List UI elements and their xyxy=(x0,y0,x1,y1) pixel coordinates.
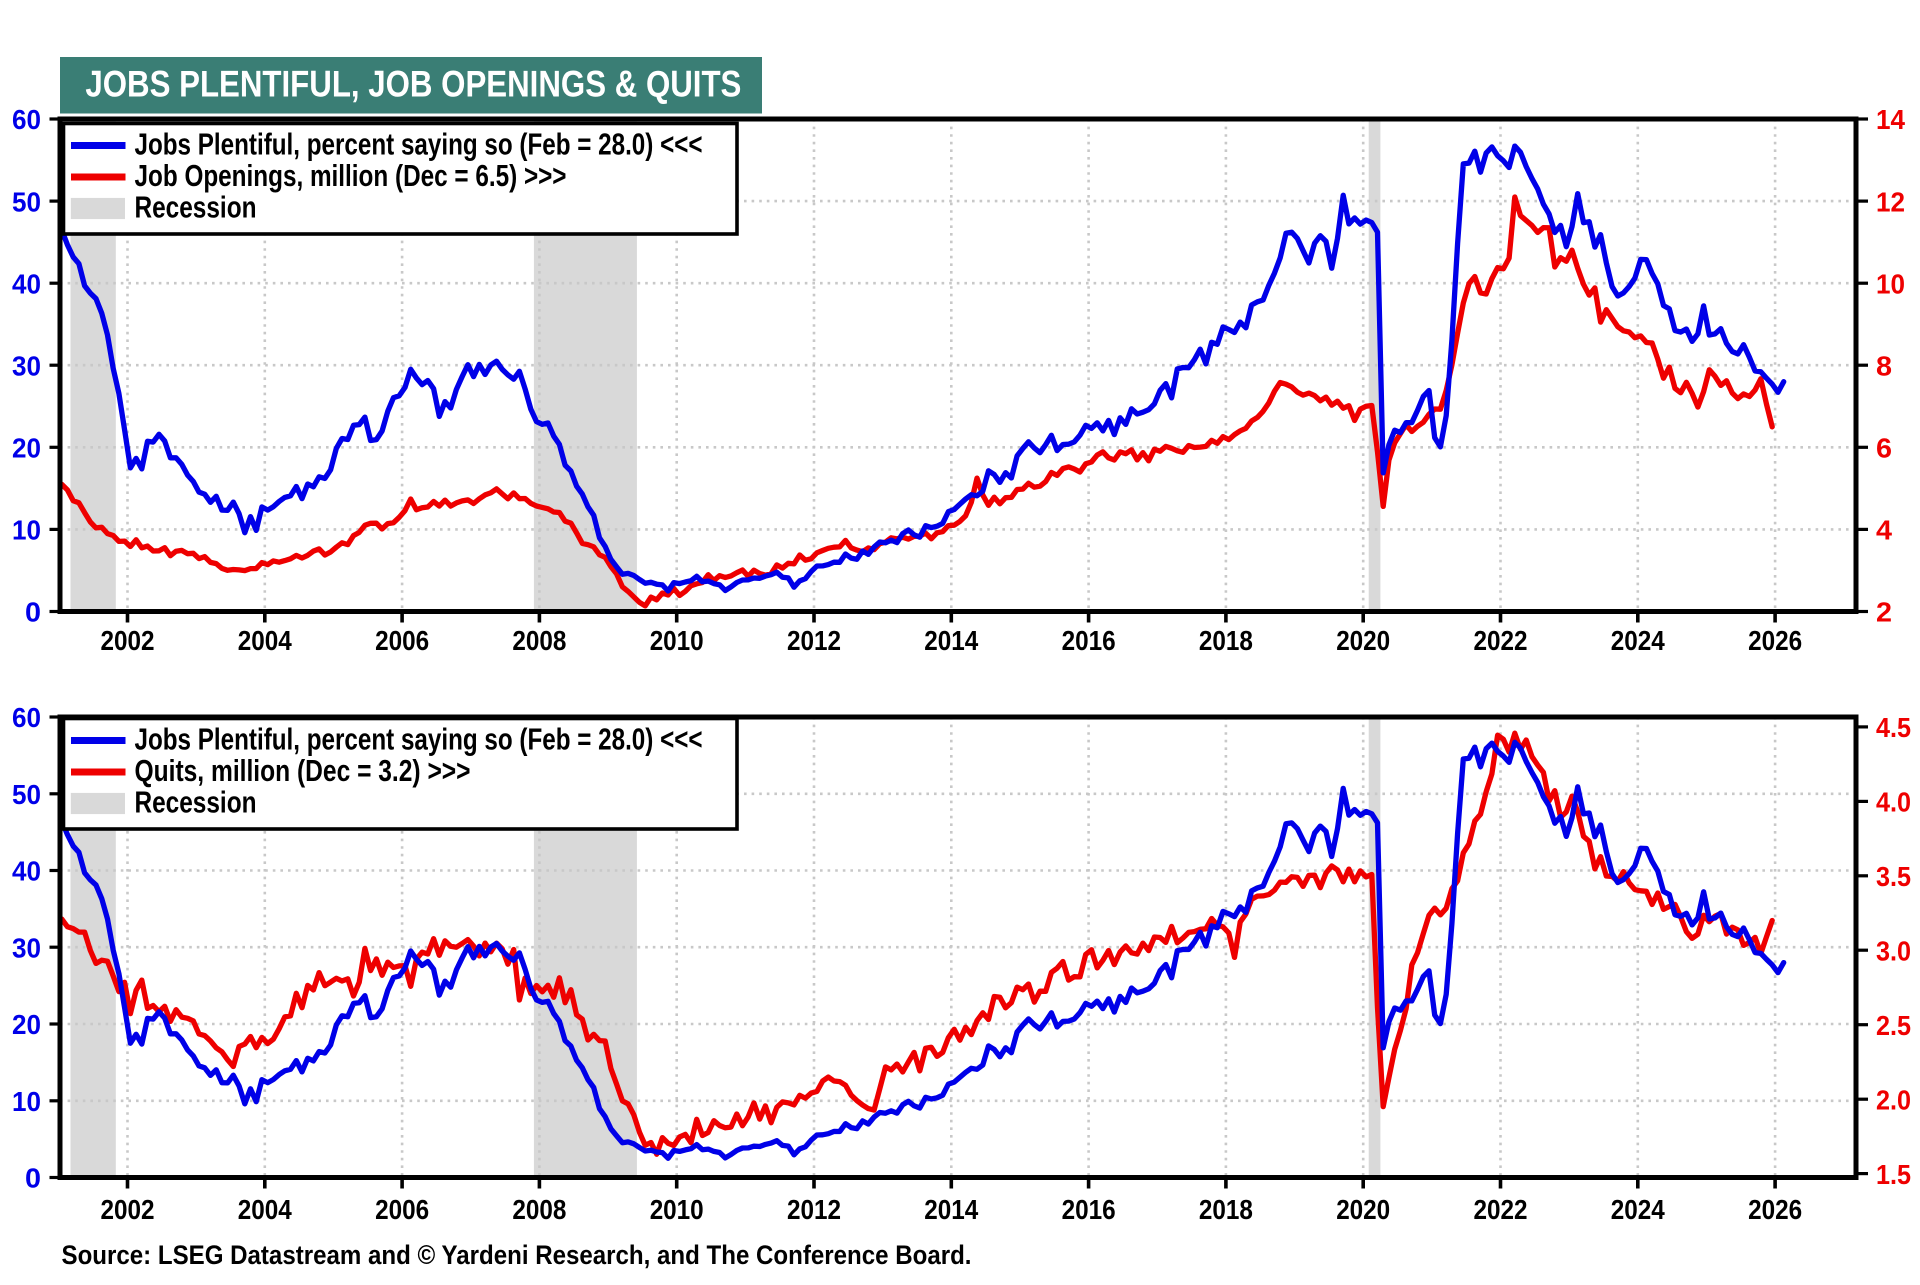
svg-text:JOBS PLENTIFUL, JOB OPENINGS &: JOBS PLENTIFUL, JOB OPENINGS & QUITS xyxy=(85,64,741,105)
svg-text:2024: 2024 xyxy=(1611,625,1665,656)
svg-text:1.5: 1.5 xyxy=(1876,1159,1911,1190)
svg-text:20: 20 xyxy=(12,433,41,464)
svg-text:2026: 2026 xyxy=(1748,1194,1802,1225)
svg-text:10: 10 xyxy=(12,1086,41,1117)
svg-text:2020: 2020 xyxy=(1336,1194,1390,1225)
svg-text:3.5: 3.5 xyxy=(1876,861,1911,892)
svg-text:2004: 2004 xyxy=(238,625,292,656)
svg-text:2022: 2022 xyxy=(1474,625,1528,656)
svg-text:2.5: 2.5 xyxy=(1876,1010,1911,1041)
svg-text:2016: 2016 xyxy=(1062,1194,1116,1225)
svg-text:30: 30 xyxy=(12,933,41,964)
svg-text:Jobs Plentiful, percent saying: Jobs Plentiful, percent saying so (Feb =… xyxy=(135,723,703,757)
svg-text:30: 30 xyxy=(12,350,41,381)
svg-text:2014: 2014 xyxy=(924,1194,978,1225)
svg-text:2: 2 xyxy=(1876,597,1892,628)
svg-text:40: 40 xyxy=(12,856,41,887)
svg-text:12: 12 xyxy=(1876,186,1905,217)
svg-text:60: 60 xyxy=(12,104,41,135)
svg-text:2026: 2026 xyxy=(1748,625,1802,656)
svg-text:0: 0 xyxy=(25,597,41,628)
svg-text:10: 10 xyxy=(1876,268,1905,299)
svg-text:60: 60 xyxy=(12,702,41,733)
svg-text:2004: 2004 xyxy=(238,1194,292,1225)
svg-text:2016: 2016 xyxy=(1062,625,1116,656)
svg-text:2012: 2012 xyxy=(787,625,841,656)
svg-text:0: 0 xyxy=(25,1163,41,1194)
svg-text:2012: 2012 xyxy=(787,1194,841,1225)
svg-text:2014: 2014 xyxy=(924,625,978,656)
svg-text:6: 6 xyxy=(1876,433,1892,464)
svg-text:2022: 2022 xyxy=(1474,1194,1528,1225)
svg-text:4.0: 4.0 xyxy=(1876,787,1911,818)
svg-text:2002: 2002 xyxy=(101,1194,155,1225)
svg-text:20: 20 xyxy=(12,1009,41,1040)
svg-text:3.0: 3.0 xyxy=(1876,936,1911,967)
svg-text:Source: LSEG Datastream and ©: Source: LSEG Datastream and © Yardeni Re… xyxy=(62,1240,972,1270)
svg-text:Recession: Recession xyxy=(135,191,257,225)
svg-text:2008: 2008 xyxy=(512,625,566,656)
svg-text:40: 40 xyxy=(12,268,41,299)
svg-text:2024: 2024 xyxy=(1611,1194,1665,1225)
svg-text:2010: 2010 xyxy=(650,1194,704,1225)
svg-text:10: 10 xyxy=(12,515,41,546)
svg-text:2010: 2010 xyxy=(650,625,704,656)
svg-text:50: 50 xyxy=(12,779,41,810)
svg-text:8: 8 xyxy=(1876,350,1892,381)
svg-text:Job Openings, million (Dec = 6: Job Openings, million (Dec = 6.5) >>> xyxy=(135,159,567,193)
svg-text:4.5: 4.5 xyxy=(1876,712,1911,743)
svg-text:2.0: 2.0 xyxy=(1876,1084,1911,1115)
svg-text:Recession: Recession xyxy=(135,786,257,820)
svg-text:2006: 2006 xyxy=(375,625,429,656)
svg-text:2008: 2008 xyxy=(512,1194,566,1225)
svg-text:50: 50 xyxy=(12,186,41,217)
svg-text:2018: 2018 xyxy=(1199,625,1253,656)
svg-text:Quits, million (Dec = 3.2) >>>: Quits, million (Dec = 3.2) >>> xyxy=(135,754,471,788)
svg-text:2018: 2018 xyxy=(1199,1194,1253,1225)
svg-text:4: 4 xyxy=(1876,515,1892,546)
svg-text:2002: 2002 xyxy=(101,625,155,656)
svg-text:2020: 2020 xyxy=(1336,625,1390,656)
svg-text:Jobs Plentiful, percent saying: Jobs Plentiful, percent saying so (Feb =… xyxy=(135,128,703,162)
svg-text:14: 14 xyxy=(1876,104,1905,135)
svg-text:2006: 2006 xyxy=(375,1194,429,1225)
